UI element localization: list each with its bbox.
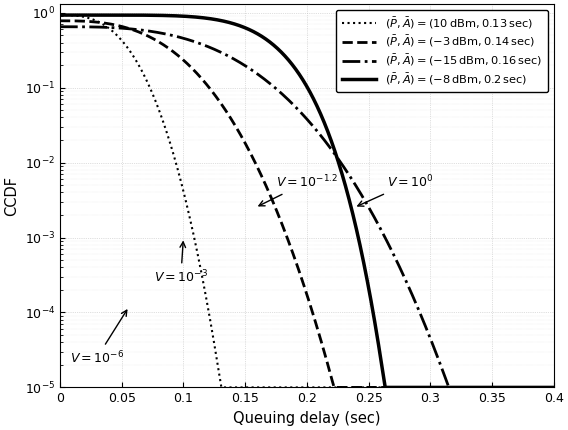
Text: $V=10^{-3}$: $V=10^{-3}$ [154, 242, 208, 285]
Text: $V=10^{-6}$: $V=10^{-6}$ [70, 310, 127, 366]
Y-axis label: CCDF: CCDF [4, 176, 19, 216]
Text: $V=10^{0}$: $V=10^{0}$ [358, 174, 434, 206]
X-axis label: Queuing delay (sec): Queuing delay (sec) [233, 411, 381, 426]
Text: $V=10^{-1.2}$: $V=10^{-1.2}$ [259, 174, 338, 206]
Legend: $(\bar{P}, \bar{A}) = (10\,\mathrm{dBm}, 0.13\,\mathrm{sec})$, $(\bar{P}, \bar{A: $(\bar{P}, \bar{A}) = (10\,\mathrm{dBm},… [336, 10, 548, 92]
